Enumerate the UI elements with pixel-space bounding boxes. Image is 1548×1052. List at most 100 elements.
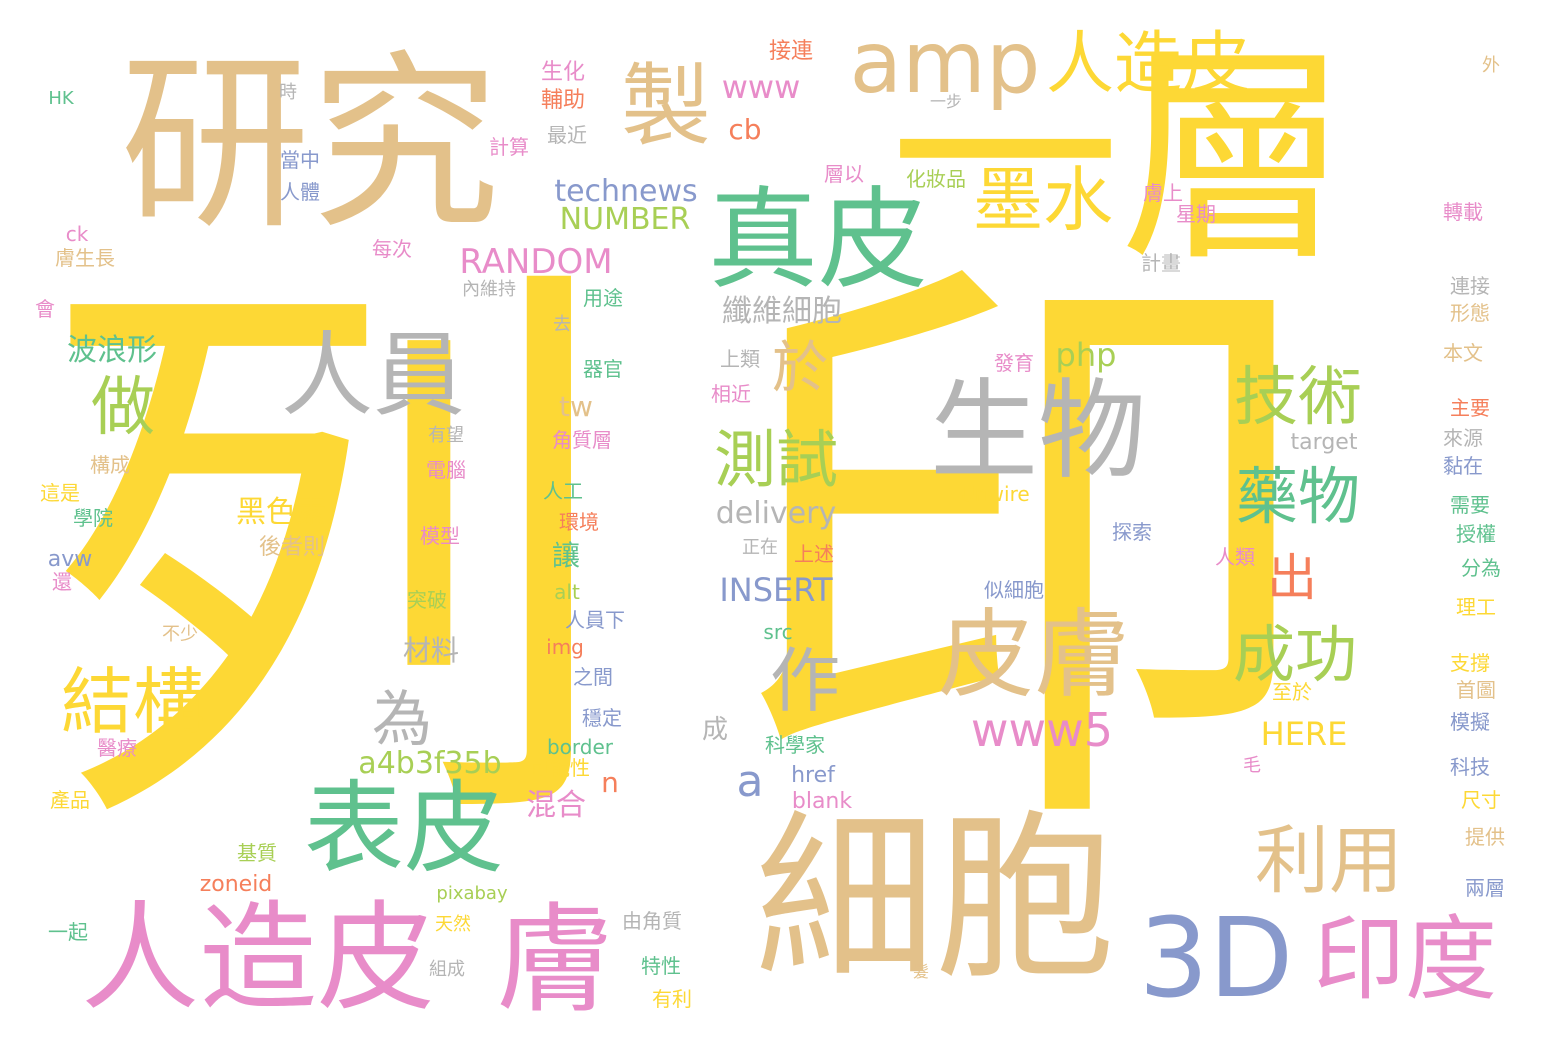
word-106: alt [554, 580, 580, 604]
word-95: 環境 [559, 510, 599, 534]
word-123: 毛 [1243, 755, 1261, 776]
word-55: 計算 [489, 135, 529, 159]
word-114: 支撐 [1450, 651, 1490, 675]
word-30: 出 [1267, 549, 1317, 607]
word-75: 用途 [583, 286, 623, 310]
word-101: 上述 [794, 542, 834, 566]
word-52: 生化 [540, 60, 586, 85]
word-40: 黑色素 [236, 495, 326, 530]
word-129: 提供 [1465, 825, 1505, 849]
word-47: 材料 [402, 634, 460, 667]
word-113: 之間 [573, 665, 613, 689]
word-66: 轉載 [1443, 200, 1483, 224]
word-53: 輔助 [540, 88, 586, 113]
word-132: pixabay [436, 883, 508, 904]
word-87: 黏在 [1443, 454, 1483, 478]
word-17: 人員 [280, 322, 466, 429]
word-56: 當中 [280, 148, 320, 172]
word-60: 外 [1482, 55, 1500, 76]
word-32: cb [728, 113, 762, 146]
word-65: 星期 [1176, 202, 1216, 226]
word-80: 發育 [994, 351, 1034, 375]
word-24: 成功 [1232, 618, 1358, 691]
word-77: 本文 [1443, 341, 1483, 365]
word-111: src [763, 620, 793, 644]
word-85: 有望 [428, 425, 464, 446]
word-49: 成 [701, 715, 729, 745]
word-88: 構成 [90, 453, 130, 477]
word-23: 藥物 [1235, 460, 1361, 533]
word-92: 這是 [40, 481, 80, 505]
word-108: 理工 [1456, 595, 1496, 619]
word-28: a [736, 756, 764, 807]
word-67: ck [65, 222, 89, 246]
word-138: 組成 [429, 959, 465, 980]
word-1: 印 [725, 205, 1325, 904]
word-122: 醫療 [97, 736, 137, 760]
word-73: 會 [35, 297, 55, 321]
word-109: 不少 [162, 624, 198, 645]
word-5: 人造皮 [80, 889, 436, 1027]
word-134: 由角質 [622, 909, 682, 933]
word-121: 可能性 [530, 756, 590, 780]
word-41: delivery [715, 496, 837, 531]
word-27: 為 [372, 685, 432, 755]
word-8: 印度 [1312, 906, 1498, 1013]
word-64: 膚上 [1143, 181, 1183, 205]
word-37: 波浪形 [67, 333, 157, 368]
word-34: NUMBER [559, 202, 691, 237]
word-57: 人體 [280, 180, 320, 204]
word-86: 角質層 [552, 428, 612, 452]
word-78: 上類 [720, 347, 760, 371]
word-127: blank [791, 789, 853, 814]
word-137: 特性 [641, 954, 681, 978]
word-125: href [791, 763, 835, 788]
word-44: 混合 [526, 788, 586, 823]
word-115: 首圖 [1456, 678, 1496, 702]
word-29: www5 [970, 703, 1114, 757]
word-99: avw [47, 547, 93, 572]
word-105: 突破 [407, 588, 447, 612]
word-46: HERE [1260, 715, 1348, 753]
word-91: 需要 [1450, 493, 1490, 517]
word-59: HK [48, 88, 74, 109]
word-51: 接連 [768, 39, 814, 64]
word-20: 於 [772, 336, 828, 401]
word-62: 層以 [824, 162, 864, 186]
word-54: 最近 [547, 123, 587, 147]
word-82: 主要 [1450, 396, 1490, 420]
word-69: 每次 [372, 237, 412, 261]
word-25: 利用 [1255, 818, 1403, 904]
word-61: 一步 [929, 92, 963, 111]
word-58: 時 [279, 82, 297, 103]
word-0: 列 [35, 222, 615, 897]
word-139: 髮 [912, 962, 930, 981]
word-110: 人員下 [565, 608, 625, 632]
word-50: 後者則 [258, 535, 326, 560]
word-90: Unwire [960, 482, 1030, 506]
word-100: 正在 [742, 537, 778, 558]
word-133: 兩層 [1465, 876, 1505, 900]
word-15: 人造皮 [1045, 25, 1251, 104]
word-10: 表皮 [304, 770, 504, 887]
word-136: 天然 [435, 914, 471, 935]
word-71: 連接 [1450, 274, 1490, 298]
word-74: 內維持 [462, 279, 516, 300]
word-102: 人類 [1215, 545, 1255, 569]
word-70: 計畫 [1141, 251, 1181, 275]
word-42: INSERT [719, 571, 833, 609]
word-128: 尺寸 [1461, 788, 1501, 812]
word-107: 似細胞 [984, 578, 1044, 602]
word-21: 測試 [713, 423, 839, 496]
word-118: 模擬 [1450, 710, 1490, 734]
word-16: 墨水 [973, 159, 1113, 241]
word-19: 做 [91, 371, 155, 445]
word-96: 授權 [1456, 522, 1496, 546]
word-93: 人工 [543, 479, 583, 503]
word-4: 細胞 [754, 795, 1116, 1004]
word-14: amp [849, 13, 1041, 113]
word-76: 去 [553, 314, 571, 335]
word-135: 一起 [48, 920, 88, 944]
word-11: 生物 [929, 369, 1147, 494]
word-94: 學院 [73, 506, 113, 530]
